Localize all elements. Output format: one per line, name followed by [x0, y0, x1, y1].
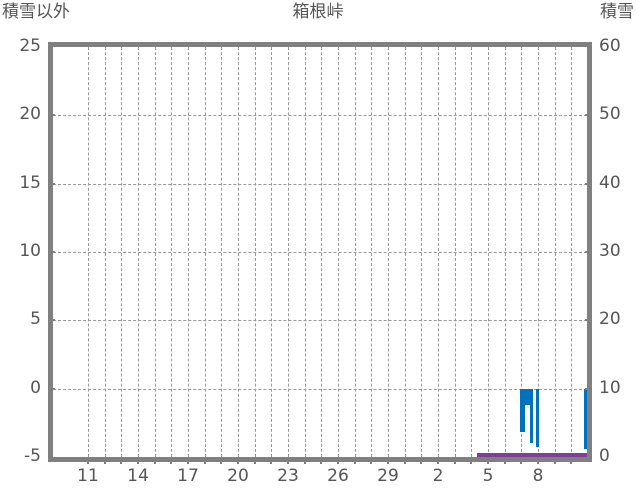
right-axis-tick [585, 182, 592, 185]
x-axis-tick-label: 29 [377, 466, 399, 486]
x-axis-tick [237, 457, 239, 464]
x-axis-tick [570, 457, 573, 464]
x-axis-tick [420, 457, 423, 464]
bar-mark [520, 388, 525, 433]
x-axis-tick-label: 26 [327, 466, 349, 486]
left-axis-tick-label: 0 [30, 377, 41, 398]
x-axis-tick [503, 457, 506, 464]
horizontal-gridline [53, 388, 587, 390]
x-axis-tick-label: 23 [277, 466, 299, 486]
x-axis-tick-label: 8 [532, 466, 544, 486]
right-axis-title: 積雪 [600, 2, 634, 22]
right-axis-tick-label: 20 [599, 309, 621, 330]
x-axis-tick-label: 17 [177, 466, 199, 486]
horizontal-gridline [53, 183, 587, 185]
x-axis-tick-label: 14 [127, 466, 149, 486]
right-axis-tick-label: 40 [599, 172, 621, 193]
plot-area [48, 42, 592, 462]
right-axis-tick-label: 60 [599, 36, 621, 56]
horizontal-gridline [53, 115, 587, 117]
x-axis-tick [370, 457, 373, 464]
right-axis-tick-label: 50 [599, 104, 621, 125]
chart-title: 箱根峠 [292, 2, 344, 22]
right-axis-tick-label: 30 [599, 241, 621, 261]
x-axis-tick [520, 457, 523, 464]
bar-mark [584, 388, 587, 449]
snow-depth-line [477, 453, 587, 457]
x-axis-tick-label: 20 [227, 466, 249, 486]
x-axis-tick [253, 457, 256, 464]
x-axis-tick [353, 457, 356, 464]
right-axis-tick [585, 251, 592, 253]
right-axis-tick [585, 387, 592, 390]
x-axis-tick [553, 457, 556, 464]
left-axis-tick [48, 114, 55, 117]
right-axis-tick-label: 10 [599, 377, 621, 398]
x-axis-tick [470, 457, 473, 464]
bar-mark [530, 388, 533, 444]
left-axis-tick [48, 251, 55, 253]
x-axis-tick [170, 457, 173, 464]
left-axis-tick-label: 5 [30, 309, 41, 330]
left-axis-tick-label: 10 [19, 241, 41, 261]
x-axis-tick [120, 457, 123, 464]
x-axis-tick [337, 457, 339, 464]
x-axis-tick [453, 457, 456, 464]
x-axis-tick [270, 457, 273, 464]
left-axis-tick [48, 319, 55, 322]
x-axis-tick [203, 457, 206, 464]
plot-inner [53, 47, 587, 457]
left-axis-tick-label: 15 [19, 172, 41, 193]
bar-mark [536, 388, 539, 448]
x-axis-tick [153, 457, 156, 464]
x-axis-tick [537, 457, 539, 464]
x-axis-tick [87, 457, 89, 464]
right-axis-tick [585, 114, 592, 117]
horizontal-gridline [53, 320, 587, 322]
x-axis-tick [220, 457, 223, 464]
left-axis-tick-label: 20 [19, 104, 41, 125]
x-axis-tick [303, 457, 306, 464]
x-axis-tick [320, 457, 323, 464]
x-axis-tick-label: 5 [482, 466, 494, 486]
x-axis-tick [187, 457, 189, 464]
left-axis-title: 積雪以外 [2, 2, 70, 22]
x-axis-tick [403, 457, 406, 464]
x-axis-tick-label: 2 [432, 466, 444, 486]
x-axis-tick-label: 11 [77, 466, 99, 486]
horizontal-gridline [53, 252, 587, 253]
x-axis-tick [137, 457, 139, 464]
bar-mark [525, 388, 530, 406]
left-axis-tick-label: -5 [24, 446, 41, 466]
left-axis-tick [48, 182, 55, 185]
right-axis-tick-label: 0 [599, 446, 610, 466]
x-axis-tick [487, 457, 489, 464]
x-axis-tick [103, 457, 106, 464]
left-axis-tick-label: 25 [19, 36, 41, 56]
x-axis-tick [437, 457, 439, 464]
x-axis-tick [287, 457, 289, 464]
x-axis-tick [387, 457, 389, 464]
left-axis-tick [48, 387, 55, 390]
right-axis-tick [585, 319, 592, 322]
